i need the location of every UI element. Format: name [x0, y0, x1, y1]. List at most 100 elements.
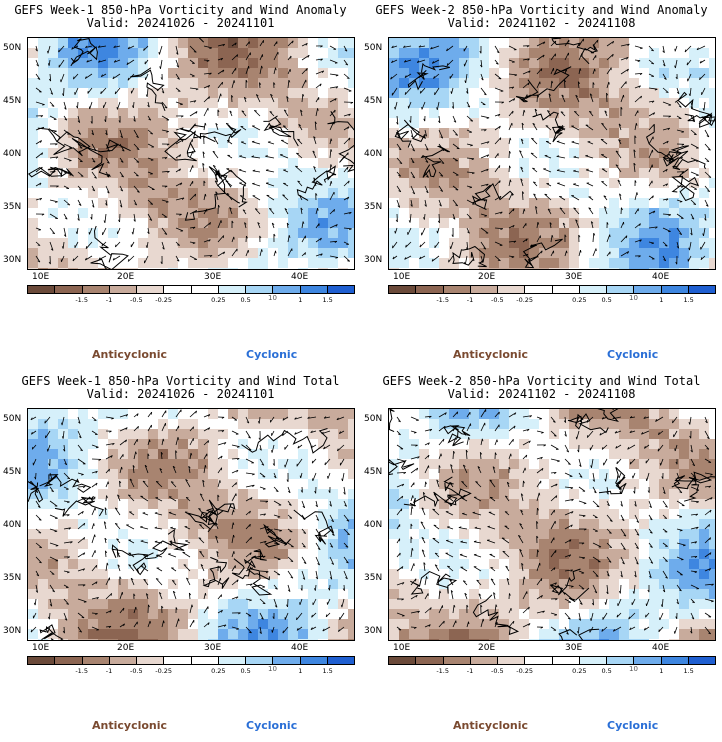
wind-arrow: [648, 210, 656, 215]
vorticity-cell: [569, 198, 579, 208]
wind-arrow: [215, 522, 219, 530]
wind-arrow-head: [639, 223, 641, 227]
vorticity-cell: [288, 589, 298, 599]
wind-arrow-head: [681, 186, 684, 188]
wind-arrow-head: [92, 205, 95, 208]
wind-arrow: [265, 182, 275, 187]
vorticity-cell: [499, 148, 509, 158]
wind-arrow-head: [294, 432, 297, 435]
vorticity-cell: [589, 88, 599, 98]
vorticity-cell: [529, 228, 539, 238]
wind-arrow: [257, 222, 261, 229]
wind-arrow: [508, 255, 515, 258]
vorticity-cell: [158, 148, 168, 158]
vorticity-cell: [348, 589, 354, 599]
vorticity-cell: [429, 198, 439, 208]
vorticity-cell: [649, 419, 659, 429]
wind-arrow-head: [543, 41, 546, 45]
vorticity-cell: [699, 198, 709, 208]
wind-arrow-head: [282, 630, 284, 634]
vorticity-cell: [699, 248, 709, 258]
vorticity-cell: [248, 38, 258, 48]
vorticity-cell: [669, 198, 679, 208]
wind-arrow: [452, 101, 454, 109]
vorticity-cell: [98, 208, 108, 218]
vorticity-cell: [318, 48, 328, 58]
wind-arrow: [452, 213, 456, 220]
wind-arrow: [199, 551, 205, 558]
wind-arrow: [329, 45, 337, 50]
vorticity-cell: [58, 569, 68, 579]
vorticity-cell: [108, 469, 118, 479]
vorticity-cell: [569, 188, 579, 198]
wind-arrow-head: [55, 156, 59, 159]
wind-arrow: [282, 416, 289, 421]
wind-arrow-head: [559, 207, 563, 210]
wind-arrow-head: [163, 620, 165, 624]
panel-week1-anomaly: GEFS Week-1 850-hPa Vorticity and Wind A…: [0, 0, 361, 371]
wind-arrow: [508, 179, 511, 187]
wind-arrow: [676, 129, 685, 133]
wind-arrow-head: [653, 112, 656, 115]
wind-arrow: [404, 73, 412, 78]
wind-arrow-head: [236, 596, 239, 599]
wind-arrow-head: [335, 257, 339, 259]
wind-arrow: [271, 222, 275, 229]
vorticity-cell: [669, 258, 679, 268]
wind-arrow-head: [31, 446, 34, 450]
vorticity-cell: [559, 58, 569, 68]
wind-arrow: [259, 570, 269, 573]
wind-arrow: [159, 468, 163, 474]
wind-arrow: [259, 40, 264, 47]
vorticity-cell: [308, 88, 318, 98]
wind-arrow: [704, 171, 712, 178]
wind-arrow-head: [521, 138, 524, 141]
vorticity-cell: [599, 238, 609, 248]
vorticity-cell: [389, 178, 399, 188]
anticyclonic-label: Anticyclonic: [92, 719, 168, 732]
wind-arrow: [35, 542, 42, 549]
wind-arrow: [287, 570, 294, 579]
wind-arrow-head: [220, 57, 224, 61]
vorticity-cell: [619, 429, 629, 439]
wind-arrow: [522, 82, 530, 89]
wind-arrow-head: [40, 140, 42, 143]
vorticity-cell: [509, 439, 519, 449]
wind-arrow: [128, 539, 135, 544]
colorbar-tick-label: 0.5: [240, 296, 251, 304]
vorticity-cell: [68, 529, 78, 539]
wind-arrow-head: [106, 495, 108, 498]
panel-week2-total: GEFS Week-2 850-hPa Vorticity and Wind T…: [361, 371, 722, 742]
vorticity-cell: [649, 98, 659, 108]
wind-arrow: [590, 221, 594, 229]
vorticity-cell: [499, 469, 509, 479]
vorticity-cell: [88, 629, 98, 639]
vorticity-cell: [268, 509, 278, 519]
vorticity-cell: [679, 178, 689, 188]
wind-arrow-head: [608, 81, 610, 85]
vorticity-cell: [238, 449, 248, 459]
vorticity-cell: [88, 88, 98, 98]
vorticity-cell: [188, 519, 198, 529]
wind-arrow: [662, 255, 667, 261]
vorticity-cell: [328, 439, 338, 449]
wind-arrow: [185, 479, 191, 488]
wind-arrow-head: [317, 563, 320, 566]
wind-arrow: [571, 195, 580, 201]
vorticity-cell: [489, 248, 499, 258]
colorbar-segment: [327, 286, 354, 293]
wind-arrow-head: [500, 228, 503, 230]
vorticity-cell: [649, 238, 659, 248]
wind-arrow: [296, 626, 303, 631]
wind-arrow: [577, 81, 580, 89]
wind-arrow-head: [221, 430, 225, 433]
vorticity-cell: [248, 168, 258, 178]
wind-arrow: [343, 196, 350, 201]
vorticity-cell: [248, 268, 258, 269]
vorticity-cell: [609, 248, 619, 258]
wind-arrow: [203, 606, 209, 614]
wind-arrow: [259, 584, 266, 588]
vorticity-cell: [118, 178, 128, 188]
wind-arrow-head: [562, 222, 566, 225]
wind-arrow-head: [261, 65, 263, 69]
